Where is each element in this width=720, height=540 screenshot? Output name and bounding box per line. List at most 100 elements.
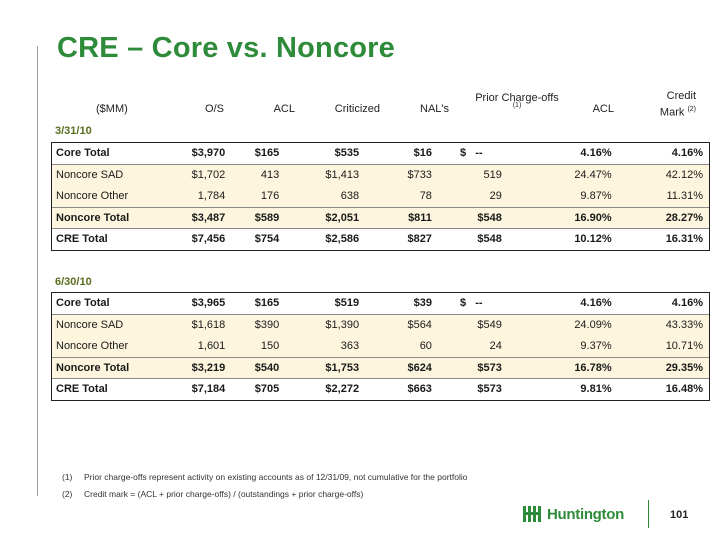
- cell-pco: 29: [437, 185, 508, 207]
- cell-acl-pct: 9.81%: [507, 378, 618, 401]
- header-prior-charge-offs: Prior Charge-offs (1): [462, 92, 572, 109]
- cell-os: $7,184: [171, 378, 232, 401]
- cell-acl: $165: [231, 292, 286, 314]
- row-label: Noncore Total: [51, 356, 172, 379]
- header-credit-mark-line2: Mark (2): [636, 103, 696, 120]
- cell-acl-pct: 16.78%: [507, 356, 618, 379]
- cell-acl-pct: 9.37%: [507, 335, 618, 357]
- footnote-number: (2): [62, 489, 73, 499]
- cell-acl: $589: [231, 206, 286, 229]
- cell-acl: $390: [231, 313, 286, 336]
- cell-pco: $548: [437, 228, 508, 251]
- footnotes: (1) Prior charge-offs represent activity…: [62, 472, 468, 506]
- cell-credit-mark: 29.35%: [617, 356, 710, 379]
- table-row-noncore-total: Noncore Total $3,219 $540 $1,753 $624 $5…: [51, 356, 710, 379]
- header-credit-mark-label: Mark: [659, 106, 685, 119]
- header-credit-mark-line1: Credit: [666, 90, 696, 102]
- header-credit-mark: Credit Mark (2): [636, 90, 696, 120]
- cell-nals: 60: [365, 335, 438, 357]
- header-acl-pct: ACL: [592, 103, 614, 115]
- cell-criticized: $2,586: [285, 228, 366, 251]
- financial-table-q2: Core Total $3,965 $165 $519 $39 $ -- 4.1…: [51, 292, 710, 401]
- header-acl: ACL: [273, 103, 295, 115]
- cell-acl-pct: 9.87%: [507, 185, 618, 207]
- table-row-core-total: Core Total $3,970 $165 $535 $16 $ -- 4.1…: [51, 142, 710, 164]
- header-criticized: Criticized: [334, 103, 380, 115]
- cell-acl: 150: [231, 335, 286, 357]
- row-label: Noncore Other: [51, 335, 172, 357]
- header-nals: NAL's: [420, 103, 449, 115]
- cell-credit-mark: 10.71%: [617, 335, 710, 357]
- row-label: CRE Total: [51, 378, 172, 401]
- footnote: (1) Prior charge-offs represent activity…: [62, 472, 468, 482]
- table-row-noncore-other: Noncore Other 1,601 150 363 60 24 9.37% …: [51, 335, 710, 357]
- cell-acl: $540: [231, 356, 286, 379]
- cell-credit-mark: 42.12%: [617, 163, 710, 186]
- header-os: O/S: [205, 103, 224, 115]
- cell-criticized: 638: [285, 185, 366, 207]
- footnote-text: Prior charge-offs represent activity on …: [84, 472, 468, 482]
- cell-nals: $663: [365, 378, 438, 401]
- cell-pco: $573: [437, 378, 508, 401]
- cell-pco: 519: [437, 163, 508, 186]
- footnote-text: Credit mark = (ACL + prior charge-offs) …: [84, 489, 364, 499]
- cell-os: $3,487: [171, 206, 232, 229]
- cell-criticized: $535: [285, 142, 366, 164]
- cell-os: 1,784: [171, 185, 232, 207]
- row-label: Noncore Total: [51, 206, 172, 229]
- row-label: CRE Total: [51, 228, 172, 251]
- cell-criticized: $2,272: [285, 378, 366, 401]
- cell-credit-mark: 11.31%: [617, 185, 710, 207]
- cell-os: $3,970: [171, 142, 232, 164]
- row-label: Noncore SAD: [51, 163, 172, 186]
- header-credit-mark-note: (2): [687, 106, 696, 113]
- footnote: (2) Credit mark = (ACL + prior charge-of…: [62, 489, 468, 499]
- header-label: ($MM): [96, 103, 128, 115]
- cell-os: $7,456: [171, 228, 232, 251]
- cell-nals: $624: [365, 356, 438, 379]
- table-row-noncore-sad: Noncore SAD $1,618 $390 $1,390 $564 $549…: [51, 313, 710, 336]
- cell-pco: $ --: [437, 142, 508, 164]
- row-label: Core Total: [51, 292, 172, 314]
- cell-pco: $548: [437, 206, 508, 229]
- logo-text: Huntington: [547, 505, 624, 523]
- cell-criticized: 363: [285, 335, 366, 357]
- cell-criticized: $519: [285, 292, 366, 314]
- page-number: 101: [670, 509, 689, 521]
- cell-pco: $573: [437, 356, 508, 379]
- table-row-noncore-total: Noncore Total $3,487 $589 $2,051 $811 $5…: [51, 206, 710, 229]
- cell-pco: $549: [437, 313, 508, 336]
- cell-criticized: $1,753: [285, 356, 366, 379]
- cell-os: $1,618: [171, 313, 232, 336]
- cell-nals: $733: [365, 163, 438, 186]
- table-row-noncore-other: Noncore Other 1,784 176 638 78 29 9.87% …: [51, 185, 710, 207]
- table-row-cre-total: CRE Total $7,456 $754 $2,586 $827 $548 1…: [51, 228, 710, 251]
- row-label: Core Total: [51, 142, 172, 164]
- cell-credit-mark: 4.16%: [617, 142, 710, 164]
- cell-os: $3,965: [171, 292, 232, 314]
- cell-criticized: $1,390: [285, 313, 366, 336]
- cell-acl: 413: [231, 163, 286, 186]
- cell-acl-pct: 16.90%: [507, 206, 618, 229]
- cell-nals: 78: [365, 185, 438, 207]
- cell-credit-mark: 28.27%: [617, 206, 710, 229]
- huntington-logo: Huntington: [522, 504, 624, 524]
- table-row-noncore-sad: Noncore SAD $1,702 413 $1,413 $733 519 2…: [51, 163, 710, 186]
- financial-table-q1: Core Total $3,970 $165 $535 $16 $ -- 4.1…: [51, 142, 710, 251]
- cell-nals: $811: [365, 206, 438, 229]
- footer-divider: [648, 500, 649, 528]
- section-date: 6/30/10: [55, 276, 92, 288]
- cell-credit-mark: 16.31%: [617, 228, 710, 251]
- cell-acl: $705: [231, 378, 286, 401]
- cell-pco: $ --: [437, 292, 508, 314]
- cell-nals: $564: [365, 313, 438, 336]
- cell-nals: $827: [365, 228, 438, 251]
- cell-acl-pct: 4.16%: [507, 292, 618, 314]
- cell-nals: $39: [365, 292, 438, 314]
- row-label: Noncore SAD: [51, 313, 172, 336]
- cell-credit-mark: 4.16%: [617, 292, 710, 314]
- header-pco-label: Prior Charge-offs: [475, 92, 559, 104]
- cell-acl: $754: [231, 228, 286, 251]
- cell-criticized: $1,413: [285, 163, 366, 186]
- cell-criticized: $2,051: [285, 206, 366, 229]
